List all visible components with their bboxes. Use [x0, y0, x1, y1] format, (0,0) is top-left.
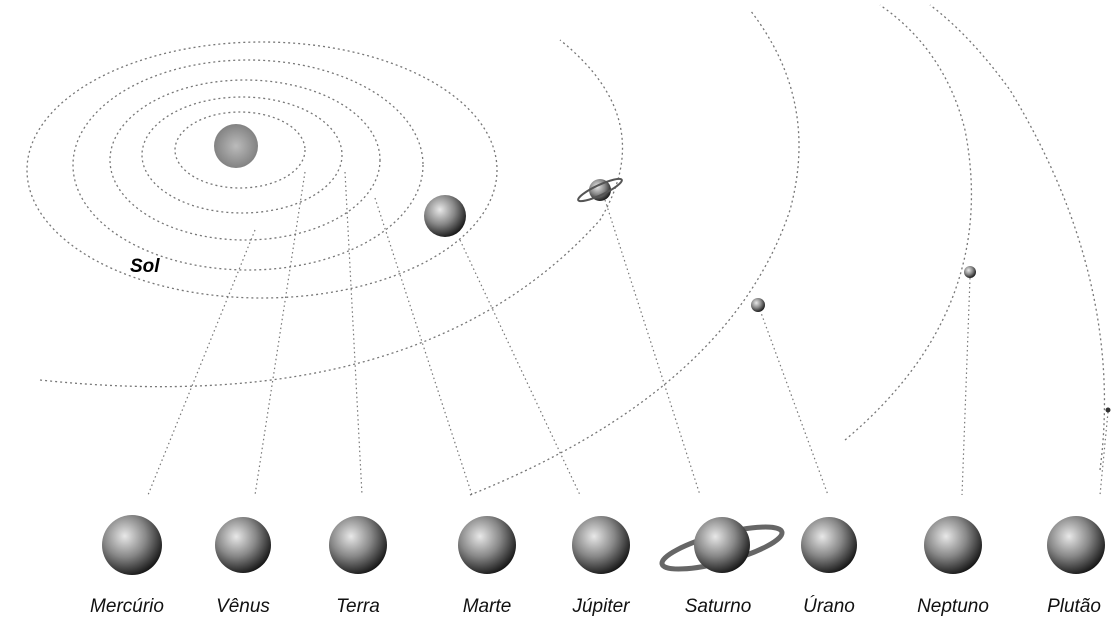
- planet-label: Marte: [463, 596, 512, 617]
- connector: [374, 197, 473, 496]
- orbit: [72, 59, 424, 271]
- connector: [344, 171, 363, 496]
- connector: [254, 171, 306, 496]
- planet: [329, 516, 387, 574]
- planet-label: Júpiter: [571, 596, 630, 617]
- orbit: [141, 96, 343, 214]
- planet-pluto-orbit: [1105, 407, 1111, 413]
- planet-label: Neptuno: [917, 596, 989, 617]
- connector-lines: [147, 171, 1109, 496]
- planet: [694, 517, 750, 573]
- orbit: [174, 111, 306, 189]
- saturn-ring: [577, 177, 623, 203]
- sun-label: Sol: [130, 256, 160, 277]
- connector: [1099, 411, 1109, 496]
- orbit-planets: [424, 177, 1111, 413]
- planet: [801, 517, 857, 573]
- planet-label: Saturno: [685, 596, 752, 617]
- connector: [961, 277, 971, 496]
- connector: [459, 239, 581, 496]
- planet-row: [102, 515, 1105, 575]
- planet-label: Terra: [336, 596, 380, 617]
- planet: [572, 516, 630, 574]
- orbit: [469, 9, 800, 496]
- orbit: [844, 4, 973, 441]
- planet-saturn-orbit: [589, 179, 611, 201]
- orbits: [26, 4, 1106, 496]
- planet-neptune-orbit: [964, 266, 976, 278]
- planet-labels: Mercúrio Vênus Terra Marte Júpiter Satur…: [90, 595, 1101, 617]
- orbit: [39, 39, 624, 388]
- planet: [1047, 516, 1105, 574]
- planet-jupiter-orbit: [424, 195, 466, 237]
- sun: [214, 124, 258, 168]
- planet: [102, 515, 162, 575]
- orbit: [26, 41, 498, 299]
- connector: [759, 309, 829, 496]
- planet-label: Úrano: [803, 595, 855, 617]
- connector: [147, 229, 256, 496]
- connector: [604, 199, 701, 496]
- orbit: [109, 79, 381, 241]
- planet: [924, 516, 982, 574]
- planet: [458, 516, 516, 574]
- planet: [215, 517, 271, 573]
- planet-label: Mercúrio: [90, 596, 164, 617]
- planet-label: Vênus: [216, 596, 270, 617]
- planet-uranus-orbit: [751, 298, 765, 312]
- planet-label: Plutão: [1047, 596, 1101, 617]
- orbit: [929, 4, 1106, 471]
